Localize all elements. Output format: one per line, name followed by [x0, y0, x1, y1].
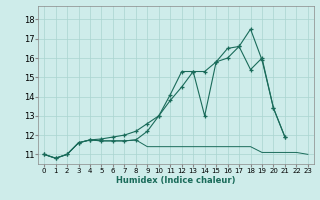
- X-axis label: Humidex (Indice chaleur): Humidex (Indice chaleur): [116, 176, 236, 185]
